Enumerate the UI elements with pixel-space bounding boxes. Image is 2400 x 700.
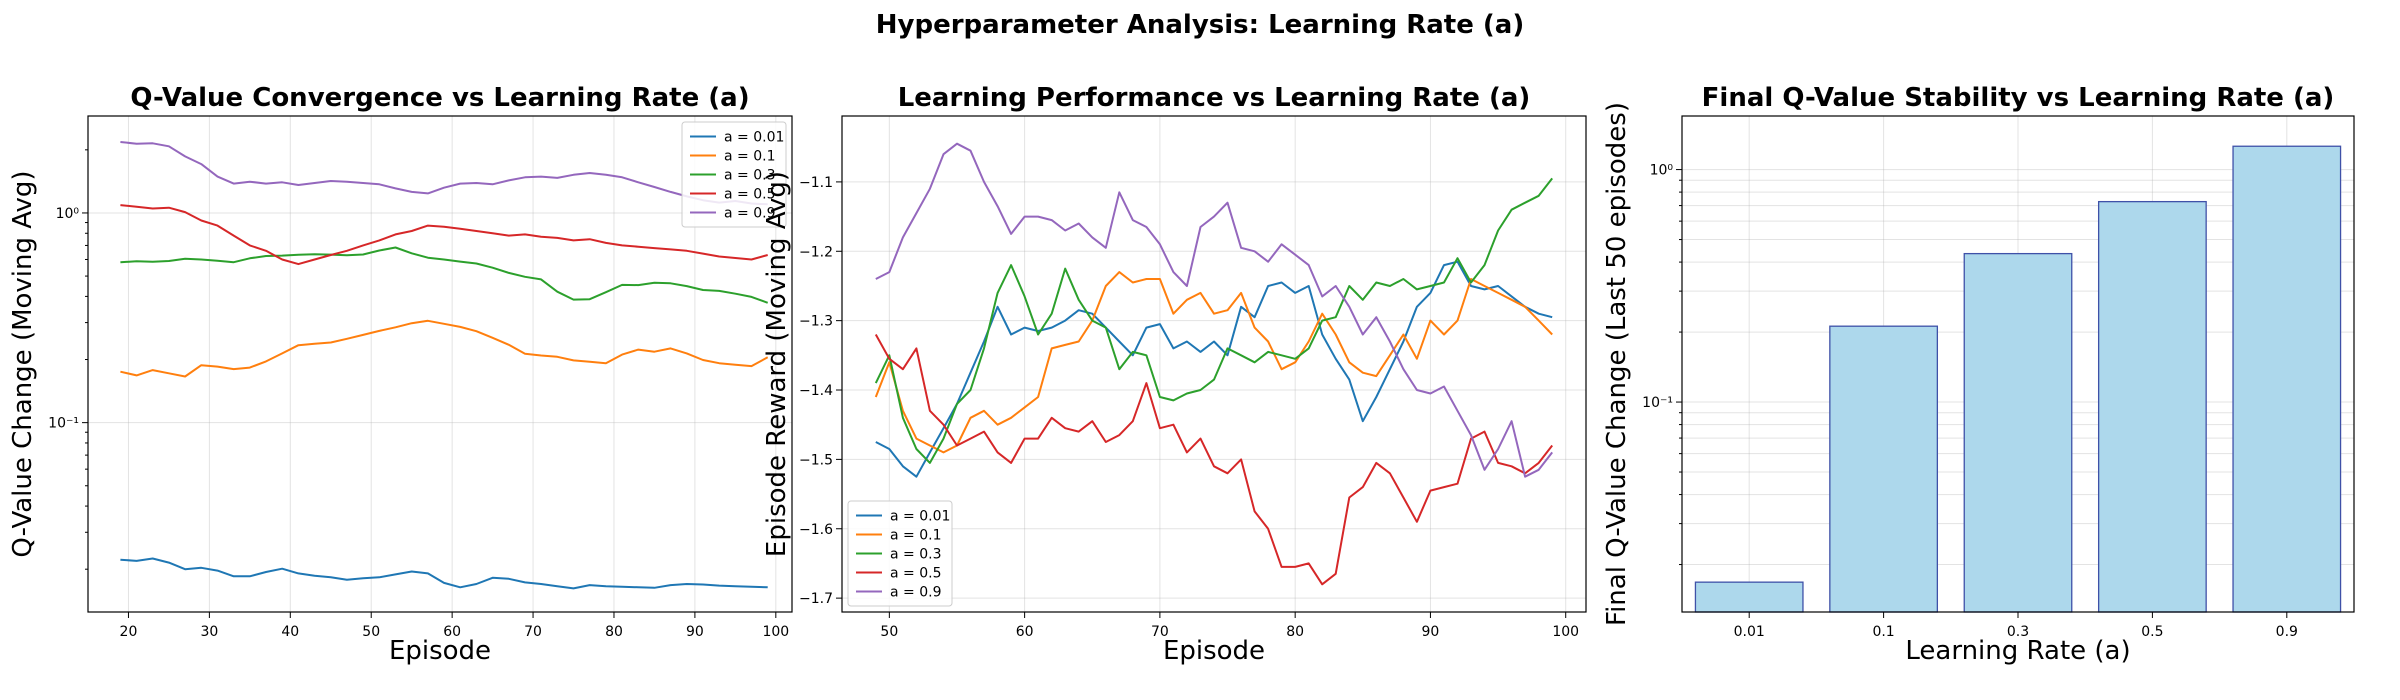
x-tick-label: 50 bbox=[362, 624, 380, 640]
x-tick-label: 60 bbox=[1016, 624, 1034, 640]
figure-suptitle: Hyperparameter Analysis: Learning Rate (… bbox=[876, 10, 1524, 40]
y-tick-label: −1.7 bbox=[799, 591, 833, 607]
legend: a = 0.01 a = 0.1 a = 0.3 a = 0.5 a = 0.9 bbox=[681, 121, 787, 228]
x-axis-label: Learning Rate (a) bbox=[1905, 636, 2130, 666]
y-tick-label: −1.3 bbox=[799, 314, 833, 330]
series-line-4 bbox=[120, 141, 768, 206]
y-axis-label: Final Q-Value Change (Last 50 episodes) bbox=[1602, 102, 1632, 626]
bar-1 bbox=[1829, 325, 1939, 613]
legend-label: a = 0.1 bbox=[890, 528, 941, 544]
legend-label: a = 0.3 bbox=[890, 547, 941, 563]
x-tick-label: 100 bbox=[762, 624, 789, 640]
panel-learning-performance: −1.1 −1.2 −1.3 −1.4 −1.5 −1.6 −1.7 50 60 70 80 90 10… bbox=[762, 83, 1587, 666]
legend-box bbox=[847, 500, 953, 607]
y-tick-label: 10⁻¹ bbox=[1642, 395, 1673, 411]
x-axis-label: Episode bbox=[389, 636, 491, 666]
y-axis-label: Q-Value Change (Moving Avg) bbox=[8, 170, 38, 557]
legend-label: a = 0.9 bbox=[890, 585, 941, 601]
series-line-2 bbox=[120, 246, 769, 304]
bar-0 bbox=[1694, 581, 1804, 613]
x-tick-label: 80 bbox=[1286, 624, 1304, 640]
panel-title: Learning Performance vs Learning Rate (a… bbox=[898, 83, 1531, 113]
y-tick-label: 10⁻¹ bbox=[48, 416, 79, 432]
panel-title: Final Q-Value Stability vs Learning Rate… bbox=[1702, 83, 2335, 113]
x-tick-label: 70 bbox=[1151, 624, 1169, 640]
x-tick-label: 100 bbox=[1552, 624, 1579, 640]
panel-q-value-convergence: 10⁻¹ 10⁰ 20 30 40 50 60 70 80 90 100 Q-Value Conve… bbox=[8, 83, 793, 666]
plot-frame bbox=[841, 115, 1587, 613]
x-tick-label: 0.3 bbox=[2007, 624, 2029, 640]
panel-title: Q-Value Convergence vs Learning Rate (a) bbox=[130, 83, 749, 113]
y-tick-label: −1.5 bbox=[799, 452, 833, 468]
x-tick-label: 80 bbox=[605, 624, 623, 640]
series-line-3 bbox=[120, 204, 768, 266]
series-line-0 bbox=[120, 557, 768, 590]
y-tick-label: −1.2 bbox=[799, 244, 833, 260]
x-tick-label: 90 bbox=[686, 624, 704, 640]
x-tick-label: 0.5 bbox=[2141, 624, 2163, 640]
bar-3 bbox=[2097, 200, 2207, 613]
y-tick-label: 10⁰ bbox=[1650, 163, 1674, 179]
x-tick-label: 30 bbox=[200, 624, 218, 640]
legend-label: a = 0.5 bbox=[724, 187, 775, 203]
legend-label: a = 0.3 bbox=[724, 168, 775, 184]
series-line-3 bbox=[874, 334, 1553, 586]
x-tick-label: 0.9 bbox=[2276, 624, 2298, 640]
legend-label: a = 0.1 bbox=[724, 149, 775, 165]
y-axis-label: Episode Reward (Moving Avg) bbox=[762, 171, 792, 557]
legend-label: a = 0.01 bbox=[724, 130, 784, 146]
x-tick-label: 20 bbox=[120, 624, 138, 640]
series-line-2 bbox=[874, 177, 1553, 464]
x-tick-label: 90 bbox=[1422, 624, 1440, 640]
legend: a = 0.01 a = 0.1 a = 0.3 a = 0.5 a = 0.9 bbox=[847, 500, 953, 607]
y-tick-label: 10⁰ bbox=[56, 206, 80, 222]
legend-label: a = 0.5 bbox=[890, 566, 941, 582]
x-tick-label: 70 bbox=[524, 624, 542, 640]
x-tick-label: 0.01 bbox=[1734, 624, 1765, 640]
bar-4 bbox=[2232, 145, 2342, 613]
x-tick-label: 60 bbox=[443, 624, 461, 640]
legend-label: a = 0.01 bbox=[890, 509, 950, 525]
legend-label: a = 0.9 bbox=[724, 206, 775, 222]
plot-frame bbox=[87, 115, 793, 613]
x-tick-label: 0.1 bbox=[1872, 624, 1894, 640]
y-tick-label: −1.6 bbox=[799, 522, 833, 538]
x-axis-label: Episode bbox=[1163, 636, 1265, 666]
series-line-1 bbox=[874, 271, 1553, 454]
series-line-1 bbox=[120, 319, 769, 378]
x-tick-label: 40 bbox=[281, 624, 299, 640]
y-tick-label: −1.1 bbox=[799, 175, 833, 191]
x-tick-label: 50 bbox=[880, 624, 898, 640]
series-line-4 bbox=[875, 142, 1553, 478]
bar-2 bbox=[1963, 252, 2073, 613]
y-tick-label: −1.4 bbox=[799, 383, 833, 399]
legend-box bbox=[681, 121, 787, 228]
panel-final-q-value-stability: 10⁻¹ 10⁰ 0.01 0.1 0.3 0.5 0.9 Final Q-Value St… bbox=[1602, 83, 2355, 666]
